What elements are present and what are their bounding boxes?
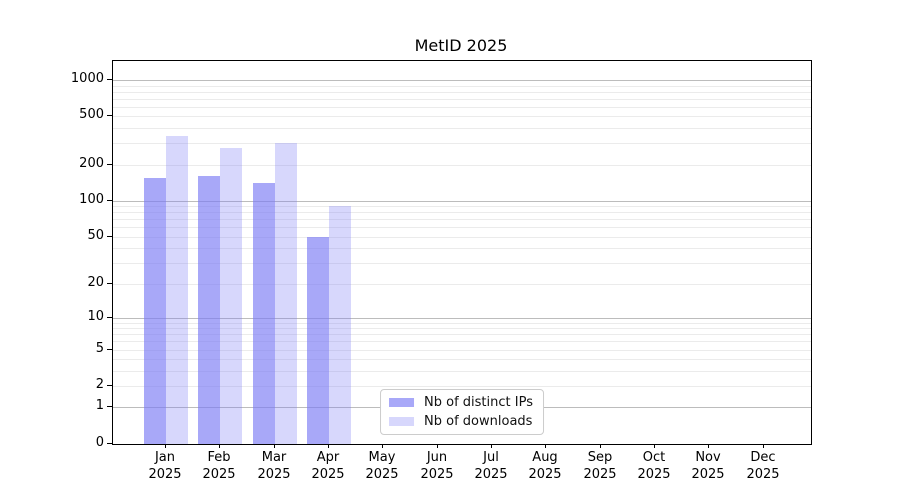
x-tick-label-oct: Oct 2025 [637,450,671,482]
y-tick-mark-200 [107,164,112,165]
gridline-minor-3 [113,371,811,372]
x-tick-mark-sep [600,444,601,448]
gridline-major-100 [113,201,811,202]
legend-label-distinct-ips: Nb of distinct IPs [424,395,533,410]
gridline-minor-8 [113,328,811,329]
x-tick-mark-apr [328,444,329,448]
gridline-minor-300 [113,143,811,144]
legend-row-downloads: Nb of downloads [389,414,533,429]
gridline-minor-400 [113,128,811,129]
x-tick-mark-dec [763,444,764,448]
x-tick-label-apr: Apr 2025 [311,450,345,482]
y-tick-label-10: 10 [87,309,104,324]
y-tick-label-20: 20 [87,275,104,290]
gridline-minor-7 [113,334,811,335]
legend-swatch-downloads [389,417,415,426]
gridline-minor-9 [113,323,811,324]
x-tick-mark-nov [708,444,709,448]
x-tick-label-aug: Aug 2025 [528,450,562,482]
x-tick-mark-may [382,444,383,448]
x-tick-mark-jan [165,444,166,448]
x-tick-label-jun: Jun 2025 [420,450,454,482]
legend: Nb of distinct IPs Nb of downloads [380,389,544,435]
gridline-minor-700 [113,99,811,100]
x-tick-mark-jun [437,444,438,448]
bar-distinct-ips-jan [144,178,166,444]
y-tick-label-5: 5 [95,341,104,356]
x-tick-mark-feb [219,444,220,448]
gridline-minor-70 [113,219,811,220]
legend-row-distinct-ips: Nb of distinct IPs [389,395,533,410]
gridline-major-10 [113,318,811,319]
y-tick-label-1: 1 [95,398,104,413]
gridline-minor-60 [113,227,811,228]
y-tick-label-0: 0 [95,435,104,450]
gridline-major-1000 [113,80,811,81]
y-tick-label-50: 50 [87,228,104,243]
y-tick-label-200: 200 [79,156,104,171]
gridline-minor-800 [113,92,811,93]
x-tick-label-jan: Jan 2025 [148,450,182,482]
gridline-minor-50 [113,237,811,238]
x-tick-mark-aug [545,444,546,448]
gridline-minor-20 [113,284,811,285]
y-tick-label-2: 2 [95,377,104,392]
bar-downloads-jan [166,136,188,444]
y-tick-mark-1000 [107,79,112,80]
x-tick-label-dec: Dec 2025 [746,450,780,482]
x-tick-label-nov: Nov 2025 [691,450,725,482]
gridline-minor-500 [113,116,811,117]
y-tick-mark-20 [107,283,112,284]
plot-area: Nb of distinct IPs Nb of downloads [112,60,812,445]
y-tick-mark-0 [107,443,112,444]
bar-distinct-ips-mar [253,183,275,444]
x-tick-label-feb: Feb 2025 [202,450,236,482]
gridline-minor-5 [113,350,811,351]
y-tick-mark-10 [107,317,112,318]
gridline-minor-900 [113,86,811,87]
x-tick-label-sep: Sep 2025 [583,450,617,482]
x-tick-mark-mar [274,444,275,448]
y-tick-mark-100 [107,200,112,201]
gridline-minor-4 [113,359,811,360]
chart-title: MetID 2025 [414,36,508,55]
x-tick-mark-oct [654,444,655,448]
y-tick-label-500: 500 [79,107,104,122]
x-tick-label-mar: Mar 2025 [257,450,291,482]
gridline-minor-600 [113,107,811,108]
gridline-minor-80 [113,212,811,213]
gridline-minor-6 [113,341,811,342]
y-tick-mark-2 [107,385,112,386]
gridline-minor-30 [113,263,811,264]
legend-label-downloads: Nb of downloads [424,414,533,429]
y-tick-mark-5 [107,349,112,350]
bar-downloads-mar [275,143,297,444]
y-tick-label-1000: 1000 [70,71,104,86]
y-tick-label-100: 100 [79,192,104,207]
y-tick-mark-50 [107,236,112,237]
bar-distinct-ips-apr [307,237,329,444]
y-tick-mark-500 [107,115,112,116]
bar-downloads-feb [220,148,242,444]
gridline-minor-40 [113,248,811,249]
gridline-minor-200 [113,165,811,166]
x-tick-label-may: May 2025 [365,450,399,482]
gridline-minor-2 [113,386,811,387]
bar-distinct-ips-feb [198,176,220,444]
x-tick-label-jul: Jul 2025 [474,450,508,482]
bar-downloads-apr [329,206,351,444]
gridline-minor-90 [113,206,811,207]
x-tick-mark-jul [491,444,492,448]
y-tick-mark-1 [107,406,112,407]
legend-swatch-distinct-ips [389,398,415,407]
